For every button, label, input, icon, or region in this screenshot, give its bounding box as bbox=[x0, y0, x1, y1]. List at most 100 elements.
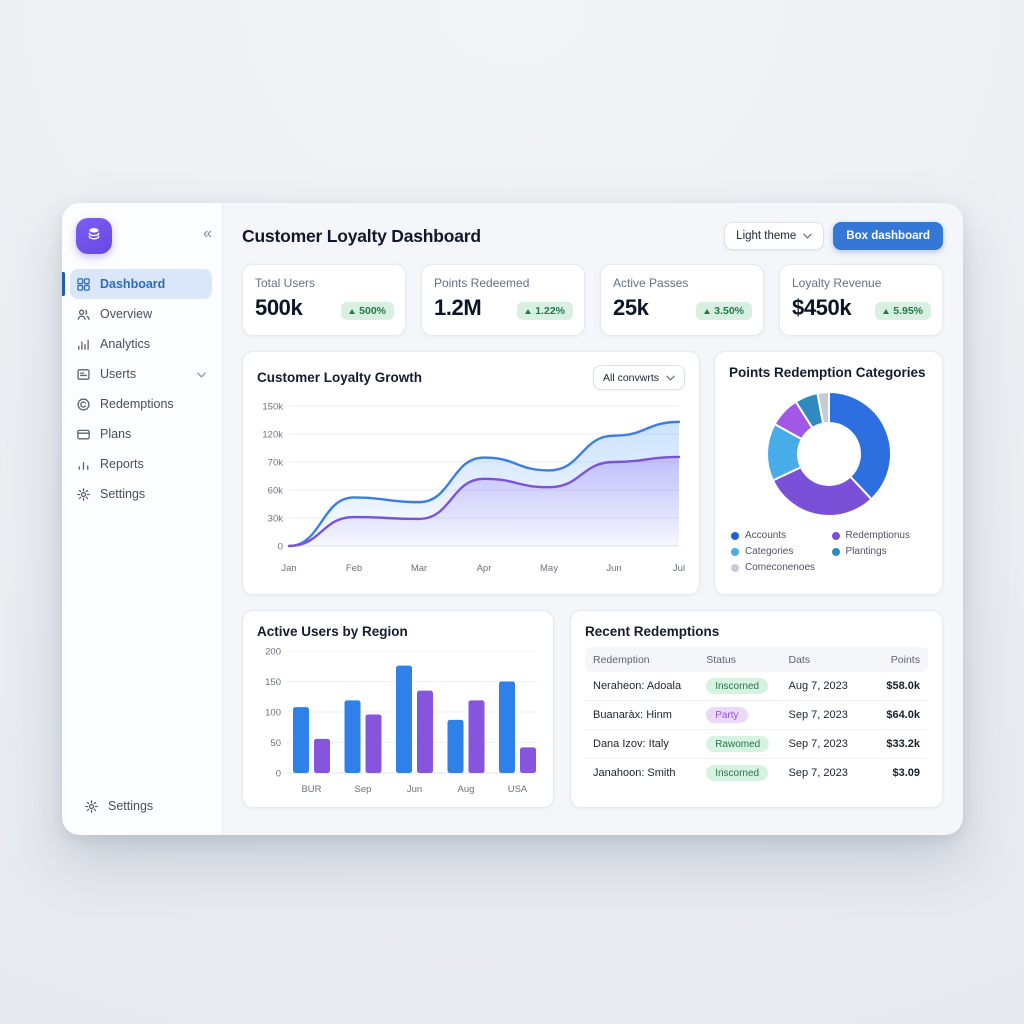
sidebar-item-dashboard[interactable]: Dashboard bbox=[62, 269, 212, 299]
stat-label: Total Users bbox=[255, 276, 316, 290]
sidebar-item-settings[interactable]: Settings bbox=[70, 479, 212, 509]
bar-Jun-blue bbox=[396, 665, 412, 773]
layers-icon bbox=[84, 224, 104, 249]
y-axis-label: 150 bbox=[265, 677, 281, 688]
sidebar-collapse-button[interactable]: « bbox=[203, 225, 212, 242]
sidebar-item-label: Dashboard bbox=[100, 277, 166, 291]
stat-delta-badge: 500% bbox=[341, 302, 394, 320]
users-icon bbox=[76, 307, 91, 322]
cell-redemption: Janahoon: Smith bbox=[593, 767, 676, 779]
stat-label: Active Passes bbox=[613, 276, 689, 290]
bar-BUR-blue bbox=[293, 707, 309, 773]
chevron-down-icon bbox=[803, 233, 813, 239]
bar-USA-purple bbox=[520, 747, 536, 773]
cell-points: $33.2k bbox=[886, 738, 920, 750]
recent-redemptions-title: Recent Redemptions bbox=[585, 624, 720, 639]
sidebar-nav: Dashboard Overview Analytics Userts Rede… bbox=[62, 269, 222, 509]
table-row: Dana Izov: Italy Rawomed Sep 7, 2023 $33… bbox=[585, 730, 928, 759]
x-axis-label: Aug bbox=[458, 784, 475, 795]
table-row: Buanaràx: Hinm Party Sep 7, 2023 $64.0k bbox=[585, 701, 928, 730]
area-fill-lower-purple bbox=[289, 456, 679, 546]
stat-delta-badge: 3.50% bbox=[696, 302, 752, 320]
sidebar-item-userts[interactable]: Userts bbox=[70, 359, 212, 389]
recent-redemptions-table: Redemption Status Dats Points Neraheon: Ado… bbox=[585, 647, 928, 787]
grid-icon bbox=[76, 277, 91, 292]
growth-filter-select[interactable]: All convwrts bbox=[592, 365, 685, 390]
cell-date: Aug 7, 2023 bbox=[788, 680, 848, 692]
redemption-categories-donut-chart bbox=[729, 384, 928, 524]
chevron-down-icon bbox=[197, 367, 206, 381]
bar-Aug-blue bbox=[447, 719, 464, 773]
theme-select-value: Light theme bbox=[736, 230, 797, 242]
sidebar-footer-settings[interactable]: Settings bbox=[78, 791, 202, 821]
x-axis-label: Mar bbox=[411, 563, 427, 574]
gear-icon bbox=[84, 799, 99, 814]
x-axis-label: Jul bbox=[673, 563, 685, 574]
cell-date: Sep 7, 2023 bbox=[788, 738, 848, 750]
x-axis-label: USA bbox=[508, 784, 528, 795]
y-axis-label: 120k bbox=[262, 430, 283, 441]
theme-select[interactable]: Light theme bbox=[724, 222, 825, 250]
sidebar-item-label: Redemptions bbox=[100, 397, 174, 411]
active-users-card: Active Users by Region 200 150 100 50 0 B… bbox=[242, 610, 554, 808]
sidebar-item-label: Plans bbox=[100, 427, 132, 441]
cell-redemption: Buanaràx: Hinm bbox=[593, 709, 672, 721]
caret-up-icon bbox=[883, 308, 890, 314]
cell-points: $3.09 bbox=[892, 767, 920, 779]
cell-redemption: Neraheon: Adoala bbox=[593, 680, 682, 692]
x-axis-label: Jan bbox=[281, 563, 296, 574]
copyright-icon bbox=[76, 397, 91, 412]
legend-label: Categories bbox=[745, 546, 794, 557]
cell-date: Sep 7, 2023 bbox=[788, 767, 848, 779]
donut-slice-Redemptionus bbox=[771, 466, 872, 517]
bar-Jun-purple bbox=[417, 690, 433, 773]
legend-item: Accounts bbox=[731, 530, 826, 541]
line-series-upper-blue bbox=[287, 420, 681, 548]
redemption-categories-card: Points Redemption Categories Accounts Re… bbox=[714, 351, 943, 595]
recent-redemptions-card: Recent Redemptions Redemption Status Dats P… bbox=[570, 610, 943, 808]
table-row: Janahoon: Smith Inscorned Sep 7, 2023 $3… bbox=[585, 759, 928, 787]
sidebar-item-overview[interactable]: Overview bbox=[70, 299, 212, 329]
app-logo[interactable] bbox=[76, 218, 112, 254]
y-axis-label: 30k bbox=[268, 514, 284, 525]
bar-chart-svg: 200 150 100 50 0 BUR Sep Jun Aug USA bbox=[265, 647, 537, 795]
donut-slice-Accounts bbox=[827, 391, 892, 501]
stat-value: 25k bbox=[613, 295, 649, 320]
sidebar-item-analytics[interactable]: Analytics bbox=[70, 329, 212, 359]
chevron-down-icon bbox=[666, 375, 675, 381]
status-badge: Rawomed bbox=[706, 736, 770, 752]
stat-delta-badge: 1.22% bbox=[517, 302, 573, 320]
sidebar-item-redemptions[interactable]: Redemptions bbox=[70, 389, 212, 419]
legend-dot-icon bbox=[731, 531, 739, 540]
active-users-bar-chart: 200 150 100 50 0 BUR Sep Jun Aug USA bbox=[257, 639, 539, 804]
stat-value: $450k bbox=[792, 295, 852, 320]
sidebar-item-reports[interactable]: Reports bbox=[70, 449, 212, 479]
stat-cards-row: Total Users 500k 500% Points Redeemed 1.… bbox=[242, 264, 943, 336]
x-axis-label: Feb bbox=[346, 563, 362, 574]
legend-dot-icon bbox=[831, 531, 840, 540]
sidebar-item-label: Overview bbox=[100, 307, 153, 321]
y-axis-label: 0 bbox=[278, 542, 283, 553]
table-header-cell: Dats bbox=[788, 653, 811, 666]
sidebar-footer: Settings bbox=[70, 791, 212, 821]
box-dashboard-button[interactable]: Box dashboard bbox=[833, 222, 943, 250]
caret-up-icon bbox=[704, 308, 711, 314]
loyalty-growth-area-chart: 150k 120k 70k 60k 30k 0 Jan Feb Mar Apr May J… bbox=[257, 396, 685, 585]
table-header-cell: Redemption bbox=[593, 653, 650, 666]
growth-filter-value: All convwrts bbox=[602, 371, 659, 384]
cell-date: Sep 7, 2023 bbox=[788, 709, 848, 721]
sidebar-item-label: Settings bbox=[100, 487, 146, 501]
table-header-cell: Points bbox=[890, 653, 920, 666]
bar-Aug-purple bbox=[468, 700, 485, 773]
line-series-lower-purple bbox=[287, 455, 681, 548]
sidebar-item-plans[interactable]: Plans bbox=[70, 419, 212, 449]
status-badge: Party bbox=[706, 707, 748, 723]
loyalty-growth-title: Customer Loyalty Growth bbox=[257, 370, 423, 385]
sidebar: « Dashboard Overview Analytics Userts Re… bbox=[62, 203, 223, 835]
status-badge: Inscorned bbox=[706, 765, 769, 781]
bar-Sep-purple bbox=[365, 714, 382, 773]
y-axis-label: 70k bbox=[268, 458, 284, 469]
stat-delta-badge: 5.95% bbox=[875, 302, 931, 320]
stat-value: 1.2M bbox=[434, 295, 482, 320]
page-title: Customer Loyalty Dashboard bbox=[242, 225, 481, 246]
